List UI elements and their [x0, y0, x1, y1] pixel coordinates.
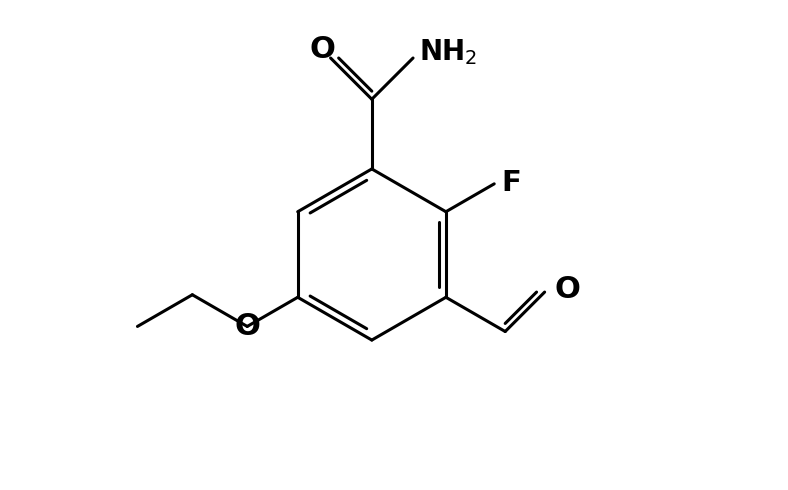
- Text: O: O: [234, 312, 260, 341]
- Text: NH$_2$: NH$_2$: [419, 37, 478, 67]
- Text: O: O: [555, 275, 581, 304]
- Text: O: O: [310, 35, 335, 64]
- Text: F: F: [502, 169, 522, 196]
